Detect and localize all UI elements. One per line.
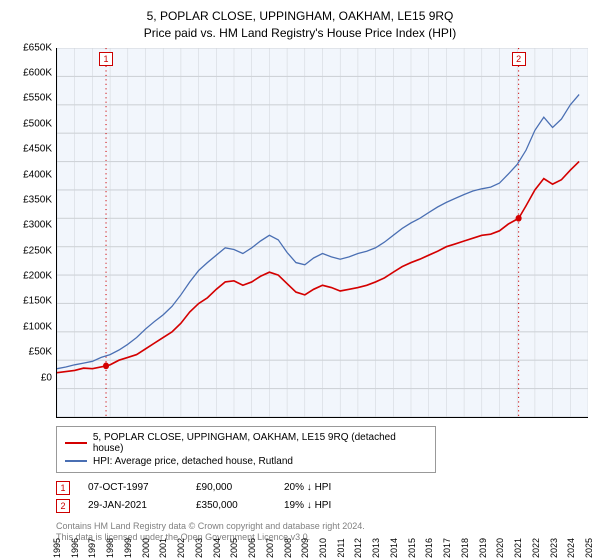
chart-svg: [57, 48, 588, 417]
x-tick-label: 1995: [52, 538, 62, 558]
y-tick-label: £600K: [23, 67, 52, 78]
y-tick-label: £400K: [23, 169, 52, 180]
marker-date: 07-OCT-1997: [88, 482, 178, 493]
marker-badge: 1: [56, 481, 70, 495]
legend-item: HPI: Average price, detached house, Rutl…: [65, 455, 427, 468]
y-tick-label: £50K: [29, 347, 52, 358]
y-tick-label: £450K: [23, 144, 52, 155]
y-tick-label: £150K: [23, 296, 52, 307]
x-tick-label: 2010: [318, 538, 328, 558]
legend-swatch: [65, 442, 87, 444]
x-tick-label: 2015: [407, 538, 417, 558]
x-tick-label: 2012: [353, 538, 363, 558]
marker-table: 1 07-OCT-1997 £90,000 20% ↓ HPI 2 29-JAN-2021…: [56, 479, 588, 515]
x-tick-label: 2022: [531, 538, 541, 558]
title-line-2: Price paid vs. HM Land Registry's House …: [12, 25, 588, 42]
y-tick-label: £100K: [23, 321, 52, 332]
x-tick-label: 1997: [87, 538, 97, 558]
x-tick-label: 2014: [389, 538, 399, 558]
x-tick-label: 2006: [247, 538, 257, 558]
legend-label: 5, POPLAR CLOSE, UPPINGHAM, OAKHAM, LE15…: [93, 432, 427, 454]
x-tick-label: 2002: [176, 538, 186, 558]
marker-date: 29-JAN-2021: [88, 500, 178, 511]
marker-row: 1 07-OCT-1997 £90,000 20% ↓ HPI: [56, 479, 588, 497]
x-tick-label: 2003: [194, 538, 204, 558]
legend-swatch: [65, 460, 87, 462]
y-tick-label: £200K: [23, 271, 52, 282]
marker-pct: 20% ↓ HPI: [284, 482, 374, 493]
y-tick-label: £350K: [23, 194, 52, 205]
plot-area: 12: [56, 48, 588, 418]
y-tick-label: £650K: [23, 42, 52, 53]
x-tick-label: 2024: [566, 538, 576, 558]
y-tick-label: £500K: [23, 118, 52, 129]
x-tick-label: 2020: [495, 538, 505, 558]
title-line-1: 5, POPLAR CLOSE, UPPINGHAM, OAKHAM, LE15…: [12, 8, 588, 25]
legend: 5, POPLAR CLOSE, UPPINGHAM, OAKHAM, LE15…: [56, 426, 436, 473]
x-tick-label: 1999: [123, 538, 133, 558]
x-tick-label: 2018: [460, 538, 470, 558]
chart-title: 5, POPLAR CLOSE, UPPINGHAM, OAKHAM, LE15…: [12, 8, 588, 42]
x-tick-label: 2016: [424, 538, 434, 558]
x-tick-label: 2023: [549, 538, 559, 558]
legend-label: HPI: Average price, detached house, Rutl…: [93, 456, 293, 467]
x-tick-label: 2007: [265, 538, 275, 558]
x-tick-label: 2011: [336, 538, 346, 557]
y-axis: £0 £50K £100K £150K £200K £250K £300K £350K £400…: [12, 48, 56, 418]
x-tick-label: 2005: [229, 538, 239, 558]
marker-price: £350,000: [196, 500, 266, 511]
y-tick-label: £0: [41, 372, 52, 383]
x-tick-label: 2019: [478, 538, 488, 558]
x-axis: 1995199619971998199920002001200220032004…: [56, 526, 588, 560]
chart-area: £0 £50K £100K £150K £200K £250K £300K £350K £400…: [12, 48, 588, 418]
y-tick-label: £550K: [23, 93, 52, 104]
x-tick-label: 2009: [300, 538, 310, 558]
x-tick-label: 2013: [371, 538, 381, 558]
x-tick-label: 2001: [158, 538, 168, 558]
reference-marker-badge: 1: [99, 52, 113, 66]
x-tick-label: 2008: [283, 538, 293, 558]
x-tick-label: 2021: [513, 538, 523, 558]
x-tick-label: 2000: [141, 538, 151, 558]
marker-pct: 19% ↓ HPI: [284, 500, 374, 511]
reference-marker-badge: 2: [512, 52, 526, 66]
x-tick-label: 2017: [442, 538, 452, 558]
x-tick-label: 2004: [212, 538, 222, 558]
marker-row: 2 29-JAN-2021 £350,000 19% ↓ HPI: [56, 497, 588, 515]
marker-badge: 2: [56, 499, 70, 513]
x-tick-label: 2025: [584, 538, 594, 558]
x-tick-label: 1996: [70, 538, 80, 558]
marker-price: £90,000: [196, 482, 266, 493]
x-tick-label: 1998: [105, 538, 115, 558]
legend-item: 5, POPLAR CLOSE, UPPINGHAM, OAKHAM, LE15…: [65, 431, 427, 455]
y-tick-label: £300K: [23, 220, 52, 231]
y-tick-label: £250K: [23, 245, 52, 256]
